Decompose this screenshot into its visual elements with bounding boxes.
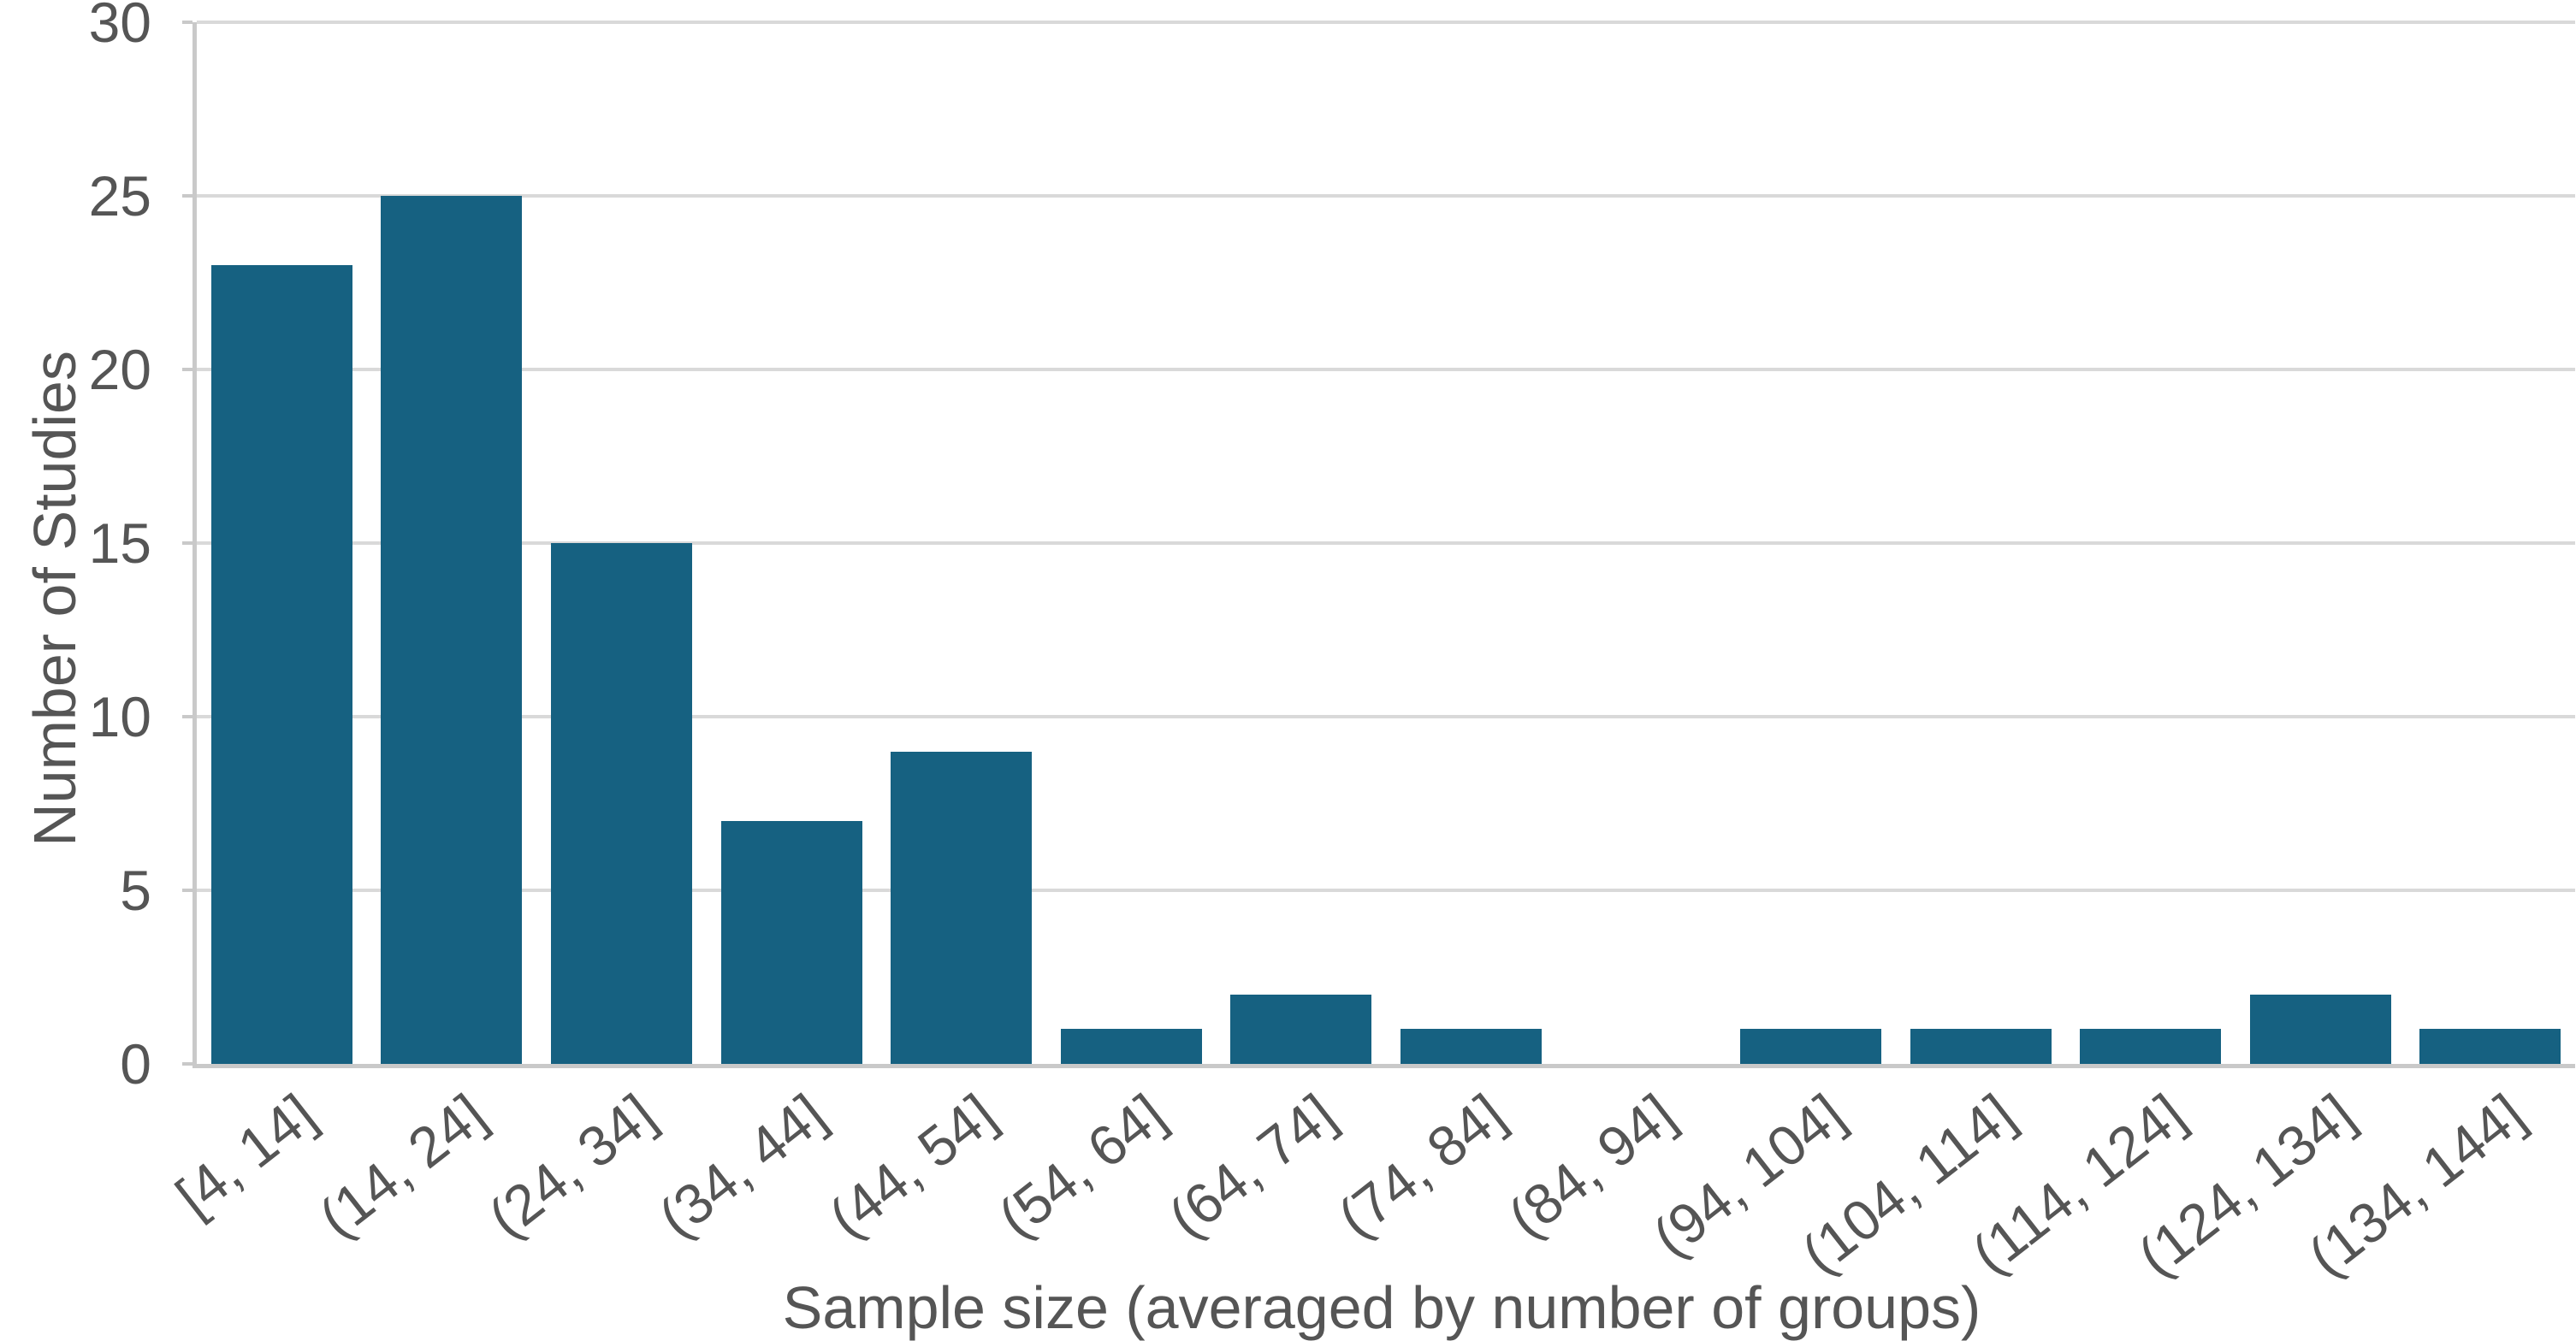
- bar-(64, 74]: [1230, 995, 1371, 1064]
- y-tick-label-30: 30: [88, 0, 151, 54]
- y-tick-label-25: 25: [88, 164, 151, 227]
- y-tick-mark-15: [182, 541, 192, 545]
- gridline-y-10: [197, 715, 2575, 718]
- gridline-y-25: [197, 194, 2575, 198]
- y-tick-mark-30: [182, 21, 192, 24]
- bar-(74, 84]: [1401, 1029, 1542, 1064]
- bar-(54, 64]: [1061, 1029, 1202, 1064]
- x-category-label: (44, 54]: [817, 1081, 1008, 1249]
- x-category-label: (24, 34]: [477, 1081, 667, 1249]
- bar-(114, 124]: [2080, 1029, 2221, 1064]
- x-axis-title: Sample size (averaged by number of group…: [782, 1274, 1981, 1341]
- gridline-y-20: [197, 368, 2575, 371]
- x-axis-category-labels: [4, 14] (14, 24] (24, 34] (34, 44] (44, 54](…: [164, 1079, 2571, 1288]
- y-tick-mark-0: [182, 1062, 192, 1066]
- y-tick-label-10: 10: [88, 685, 151, 748]
- y-tick-label-5: 5: [120, 859, 151, 922]
- x-category-label: (64, 74]: [1157, 1081, 1347, 1249]
- bar-(104, 114]: [1910, 1029, 2052, 1064]
- gridline-y-15: [197, 541, 2575, 545]
- y-tick-mark-5: [182, 889, 192, 892]
- bar-(44, 54]: [891, 752, 1032, 1064]
- y-tick-mark-25: [182, 194, 192, 198]
- bar-(94, 104]: [1740, 1029, 1881, 1064]
- y-tick-label-15: 15: [88, 511, 151, 575]
- gridline-y-30: [197, 21, 2575, 24]
- gridline-y-5: [197, 889, 2575, 892]
- bar-(14, 24]: [381, 196, 522, 1064]
- y-tick-mark-10: [182, 715, 192, 718]
- x-category-label: (74, 84]: [1326, 1081, 1517, 1249]
- y-axis-tick-labels: 0 5 10 15 20 25 30: [0, 0, 151, 1338]
- y-tick-label-0: 0: [120, 1032, 151, 1096]
- bar-(24, 34]: [551, 543, 692, 1064]
- x-category-label: (34, 44]: [647, 1081, 838, 1249]
- bar-(134, 144]: [2419, 1029, 2561, 1064]
- x-category-label: (14, 24]: [307, 1081, 498, 1249]
- bar-(124, 134]: [2250, 995, 2391, 1064]
- y-tick-mark-20: [182, 368, 192, 371]
- plot-area: [182, 21, 2575, 1068]
- bar-(34, 44]: [721, 821, 862, 1064]
- bar-[4, 14]: [211, 265, 352, 1064]
- x-category-label: [4, 14]: [163, 1081, 328, 1229]
- x-category-label: (54, 64]: [986, 1081, 1177, 1249]
- y-tick-label-20: 20: [88, 338, 151, 401]
